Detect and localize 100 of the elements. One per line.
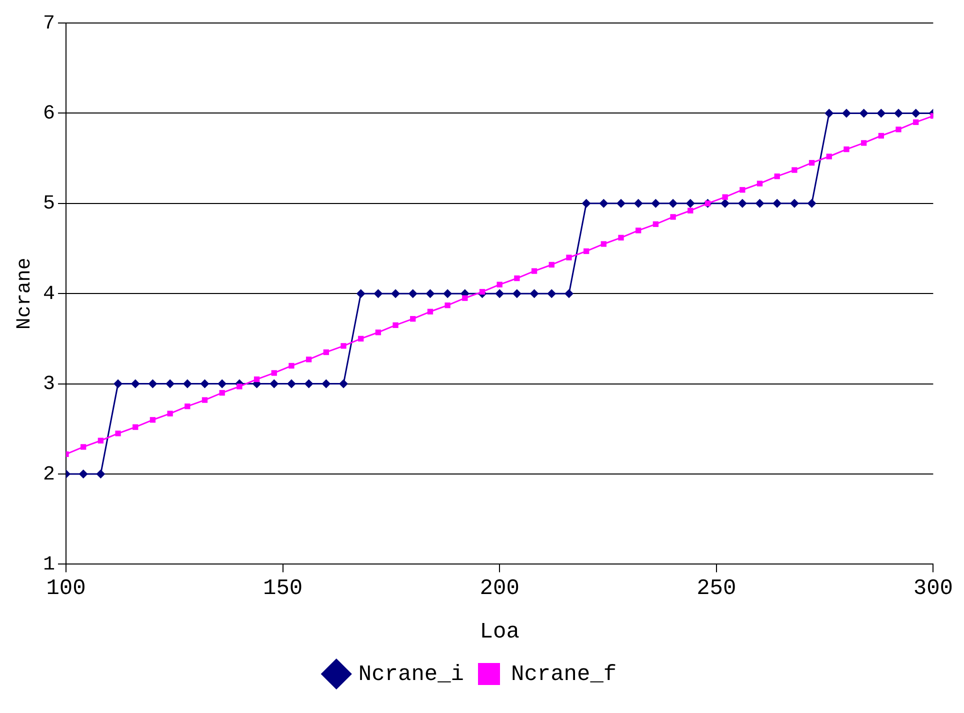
point (616, 198, 626, 208)
point (842, 108, 851, 118)
y-axis-title: Ncrane (13, 258, 36, 330)
point (530, 289, 539, 298)
point (323, 349, 329, 356)
point (808, 160, 815, 166)
point (826, 154, 832, 160)
point (78, 470, 88, 478)
point (720, 198, 730, 208)
point (392, 322, 398, 328)
point (98, 438, 104, 444)
legend-label: Ncrane_i (358, 662, 464, 687)
point (443, 289, 452, 298)
point (564, 289, 574, 298)
point (306, 356, 312, 362)
x-tick-label: 100 (46, 576, 86, 602)
point (322, 379, 331, 388)
point (288, 362, 294, 369)
point (548, 262, 554, 268)
point (375, 330, 382, 336)
point (374, 289, 383, 298)
point (184, 404, 190, 410)
point (512, 289, 522, 298)
point (254, 376, 260, 382)
y-tick-label: 3 (42, 373, 55, 396)
point (495, 289, 504, 298)
point (651, 198, 660, 208)
point (114, 379, 123, 388)
point (844, 146, 850, 152)
point (860, 140, 867, 146)
point (150, 417, 156, 423)
point (599, 198, 608, 208)
x-tick-label: 200 (480, 576, 520, 602)
point (286, 379, 296, 388)
point (340, 343, 346, 349)
point (391, 289, 400, 298)
point (514, 275, 520, 282)
y-tick-label: 4 (42, 282, 55, 306)
point (271, 370, 277, 376)
point (202, 397, 208, 403)
point (218, 379, 227, 388)
point (132, 424, 138, 430)
point (479, 288, 486, 295)
point (755, 198, 764, 208)
point (427, 308, 434, 314)
point (618, 234, 624, 241)
point (462, 295, 468, 301)
point (582, 198, 591, 208)
point (636, 228, 642, 234)
x-tick-label: 150 (262, 576, 303, 602)
point (583, 248, 590, 254)
point (426, 289, 435, 298)
point (358, 336, 364, 342)
point (668, 198, 678, 208)
point (738, 198, 747, 208)
y-tick-label: 5 (42, 192, 55, 216)
point (566, 254, 572, 260)
point (304, 379, 314, 388)
point (807, 198, 816, 208)
point (339, 379, 348, 388)
point (130, 379, 140, 388)
point (356, 289, 366, 298)
point (270, 379, 279, 388)
point (410, 316, 416, 322)
y-tick-label: 7 (42, 12, 55, 36)
point (824, 108, 834, 118)
point (774, 174, 780, 180)
point (792, 167, 798, 173)
point (722, 194, 728, 200)
point (688, 208, 694, 214)
legend-label: Ncrane_f (511, 662, 617, 687)
point (600, 241, 606, 247)
point (634, 198, 643, 208)
point (408, 289, 418, 298)
x-tick-label: 250 (696, 576, 736, 602)
point (219, 390, 225, 396)
point (531, 268, 538, 274)
point (166, 379, 175, 388)
point (756, 180, 763, 186)
point (80, 444, 86, 450)
point (896, 126, 902, 132)
point (652, 221, 659, 227)
y-tick-label: 2 (42, 463, 55, 486)
point (911, 108, 920, 118)
point (790, 198, 799, 208)
point (772, 198, 782, 208)
point (182, 379, 192, 388)
y-tick-label: 1 (42, 553, 55, 576)
point (547, 289, 556, 298)
point (894, 108, 904, 118)
point (115, 430, 121, 436)
point (200, 379, 210, 388)
point (670, 214, 676, 220)
point (878, 132, 884, 139)
point (167, 410, 173, 416)
point (96, 470, 106, 478)
point (148, 379, 158, 388)
x-tick-label: 300 (913, 576, 953, 602)
x-axis-title: Loa (480, 620, 520, 645)
point (859, 108, 868, 118)
